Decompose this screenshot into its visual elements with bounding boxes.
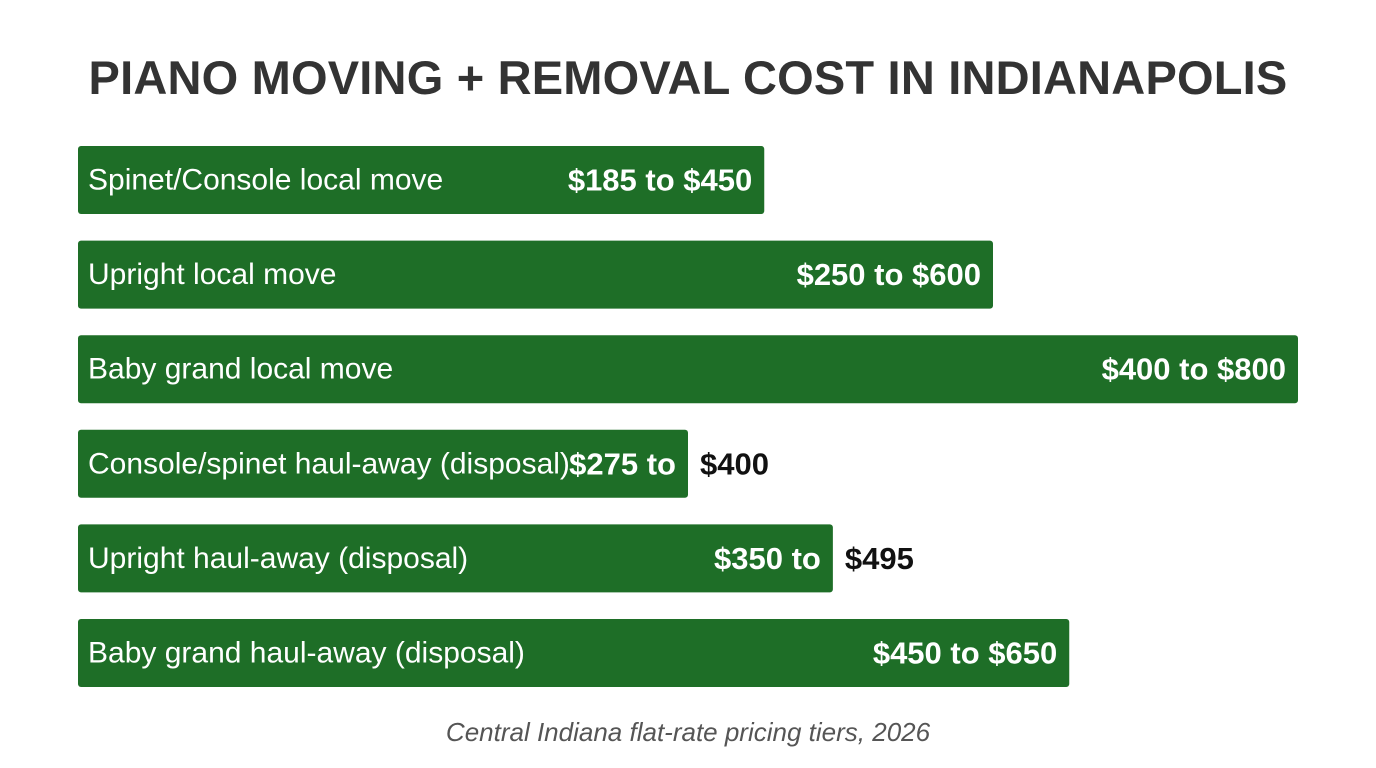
bar-category-label: Baby grand local move — [88, 353, 393, 386]
bar-group: Baby grand haul-away (disposal) $450 to $… — [78, 619, 1070, 687]
chart-caption: Central Indiana flat-rate pricing tiers,… — [445, 717, 931, 747]
bar-group: Upright local move $250 to $600 — [78, 240, 993, 309]
bar — [78, 524, 833, 593]
chart-title: PIANO MOVING + REMOVAL COST IN INDIANAPO… — [88, 51, 1288, 104]
bar-value-label-high: $400 — [700, 446, 769, 481]
bar-value-label: $185 to $450 — [568, 163, 752, 198]
bar-category-label: Baby grand haul-away (disposal) — [88, 637, 525, 670]
bar-value-label: $250 to $600 — [797, 257, 981, 292]
bar — [78, 619, 1070, 687]
bar-value-label: $400 to $800 — [1102, 352, 1286, 387]
bar-category-label: Console/spinet haul-away (disposal) — [88, 447, 570, 480]
bar — [78, 240, 993, 309]
bar-group: Upright haul-away (disposal) $350 to $495 — [78, 524, 914, 593]
bar-category-label: Upright haul-away (disposal) — [88, 542, 468, 575]
bar — [78, 146, 765, 214]
bar-group: Baby grand local move $400 to $800 — [78, 335, 1298, 404]
bar-value-label-high: $495 — [845, 541, 914, 576]
bar-group: Console/spinet haul-away (disposal) $275 … — [78, 429, 769, 498]
bar-category-label: Spinet/Console local move — [88, 164, 443, 197]
bar-category-label: Upright local move — [88, 258, 336, 291]
bar-value-label-low: $275 to — [569, 446, 676, 481]
bar-value-label: $450 to $650 — [873, 636, 1057, 671]
bar-value-label-low: $350 to — [714, 541, 821, 576]
bar — [78, 429, 688, 498]
bar-group: Spinet/Console local move $185 to $450 — [78, 146, 765, 214]
bar — [78, 335, 1298, 404]
